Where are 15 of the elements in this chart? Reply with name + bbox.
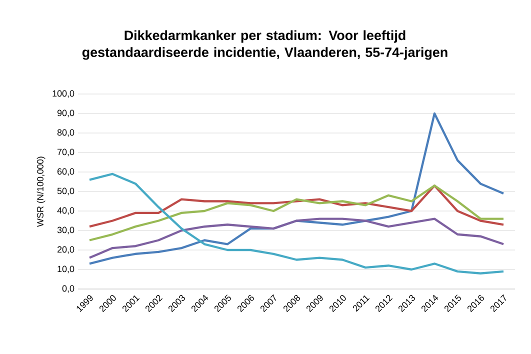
y-tick-label: 90,0 (57, 110, 74, 118)
y-tick-label: 50,0 (57, 188, 74, 196)
y-tick-label: 40,0 (57, 207, 74, 215)
y-tick-label: 60,0 (57, 168, 74, 176)
y-tick-label: 70,0 (57, 148, 74, 156)
y-tick-label: 0,0 (62, 285, 74, 293)
chart-title: Dikkedarmkanker per stadium: Voor leeftijd gestandaardiseerde incidentie, Vlaanderen, 55-74-jarigen (82, 30, 448, 60)
y-axis-title: WSR (N/100,000) (36, 156, 46, 227)
y-tick-label: 30,0 (57, 226, 74, 234)
y-tick-label: 100,0 (52, 90, 74, 98)
y-tick-label: 20,0 (57, 246, 74, 254)
y-tick-label: 10,0 (58, 266, 74, 274)
y-tick-label: 80,0 (57, 129, 74, 137)
line-series (88, 172, 505, 274)
line-series (88, 184, 505, 242)
